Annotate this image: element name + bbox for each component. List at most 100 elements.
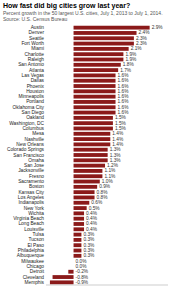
value-label: 1.6% — [118, 110, 130, 115]
category-label: San Jose — [24, 163, 44, 168]
category-label: Las Vegas — [22, 73, 45, 78]
value-label: 0.4% — [86, 221, 98, 226]
value-label: 1.5% — [115, 121, 127, 126]
labels: Austin2.9%Denver2.4%Seattle2.3%Fort Wort… — [7, 25, 163, 285]
category-label: Seattle — [29, 36, 44, 41]
value-label: 0.8% — [97, 190, 109, 195]
value-label: 1.6% — [118, 99, 130, 104]
category-label: San Diego — [22, 110, 45, 115]
bar — [74, 164, 105, 168]
value-label: 1.6% — [118, 78, 130, 83]
value-label: 0.8% — [97, 195, 109, 200]
bar — [74, 100, 116, 104]
value-label: 0.3% — [83, 237, 95, 242]
value-label: 1.1% — [104, 168, 116, 173]
value-label: 2.4% — [139, 30, 151, 35]
category-label: Raleigh — [28, 57, 45, 62]
bar — [74, 68, 119, 72]
category-label: Long Beach — [18, 221, 44, 226]
category-label: Detroit — [30, 269, 45, 274]
value-label: 0.4% — [86, 227, 98, 232]
bar — [73, 265, 74, 269]
category-label: Milwaukee — [21, 259, 44, 264]
value-label: 1.6% — [118, 84, 130, 89]
category-label: Washington, DC — [9, 121, 44, 126]
bar — [50, 280, 74, 284]
category-label: Austin — [31, 25, 45, 30]
category-label: Boston — [29, 184, 44, 189]
bar — [74, 206, 87, 210]
value-label: 1.2% — [107, 163, 119, 168]
bar — [74, 79, 116, 83]
bars — [50, 26, 150, 285]
bar — [74, 142, 111, 146]
value-label: 0.3% — [83, 253, 95, 258]
bar — [74, 84, 116, 88]
bar — [74, 47, 129, 51]
category-label: New Orleans — [16, 142, 44, 147]
bar — [53, 275, 74, 279]
value-label: 1.9% — [125, 57, 137, 62]
category-label: Mesa — [32, 131, 44, 136]
value-label: 1.7% — [120, 68, 132, 73]
value-label: 0.0% — [76, 259, 88, 264]
bar — [74, 190, 95, 194]
category-label: Minneapolis — [18, 94, 44, 99]
category-label: Columbus — [22, 126, 44, 131]
bar — [74, 233, 82, 237]
value-label: 1.4% — [112, 137, 124, 142]
category-label: San Antonio — [18, 62, 44, 67]
value-label: 0.3% — [83, 243, 95, 248]
bar — [74, 89, 116, 93]
category-label: Phoenix — [27, 84, 45, 89]
category-label: Houston — [26, 89, 44, 94]
bar — [74, 132, 111, 136]
value-label: -0.2% — [76, 269, 89, 274]
category-label: Los Angeles — [18, 195, 45, 200]
value-label: 1.6% — [118, 73, 130, 78]
category-label: Cleveland — [23, 275, 45, 280]
value-label: 0.4% — [86, 216, 98, 221]
bar — [74, 249, 82, 253]
category-label: Philadelphia — [18, 248, 44, 253]
category-label: Miami — [31, 46, 44, 51]
value-label: 1.3% — [110, 158, 122, 163]
value-label: 2.9% — [152, 25, 164, 30]
category-label: Charlotte — [25, 52, 45, 57]
value-label: -0.8% — [76, 275, 89, 280]
value-label: 2.3% — [136, 41, 148, 46]
category-label: Jacksonville — [18, 168, 44, 173]
value-label: 1.3% — [110, 153, 122, 158]
bar — [74, 243, 82, 247]
value-label: 1.5% — [115, 126, 127, 131]
bar — [74, 137, 111, 141]
value-label: 0.9% — [99, 184, 111, 189]
bar — [74, 217, 84, 221]
chart: How fast did big cities grow last year? P… — [0, 0, 175, 288]
category-label: San Francisco — [13, 153, 44, 158]
bar — [74, 63, 121, 67]
category-label: El Paso — [27, 243, 44, 248]
category-label: Oakland — [26, 115, 44, 120]
category-label: Fort Worth — [21, 41, 44, 46]
value-label: 2.3% — [136, 36, 148, 41]
bar — [74, 52, 124, 56]
category-label: Dallas — [31, 78, 45, 83]
category-label: Virginia Beach — [13, 216, 44, 221]
value-label: 2.1% — [131, 46, 143, 51]
value-label: -0.9% — [76, 280, 89, 285]
value-label: 1.1% — [104, 174, 116, 179]
bar — [74, 227, 84, 231]
category-label: Kansas City — [18, 190, 44, 195]
value-label: 0.4% — [86, 211, 98, 216]
value-label: 1.4% — [112, 131, 124, 136]
bar — [74, 42, 134, 46]
value-label: 1.3% — [110, 147, 122, 152]
category-label: New York — [24, 206, 45, 211]
bar — [74, 31, 137, 35]
bar — [74, 36, 134, 40]
value-label: 1.6% — [118, 89, 130, 94]
category-label: Oklahoma City — [13, 105, 45, 110]
value-label: 1.5% — [115, 115, 127, 120]
title: How fast did big cities grow last year? — [3, 2, 130, 10]
